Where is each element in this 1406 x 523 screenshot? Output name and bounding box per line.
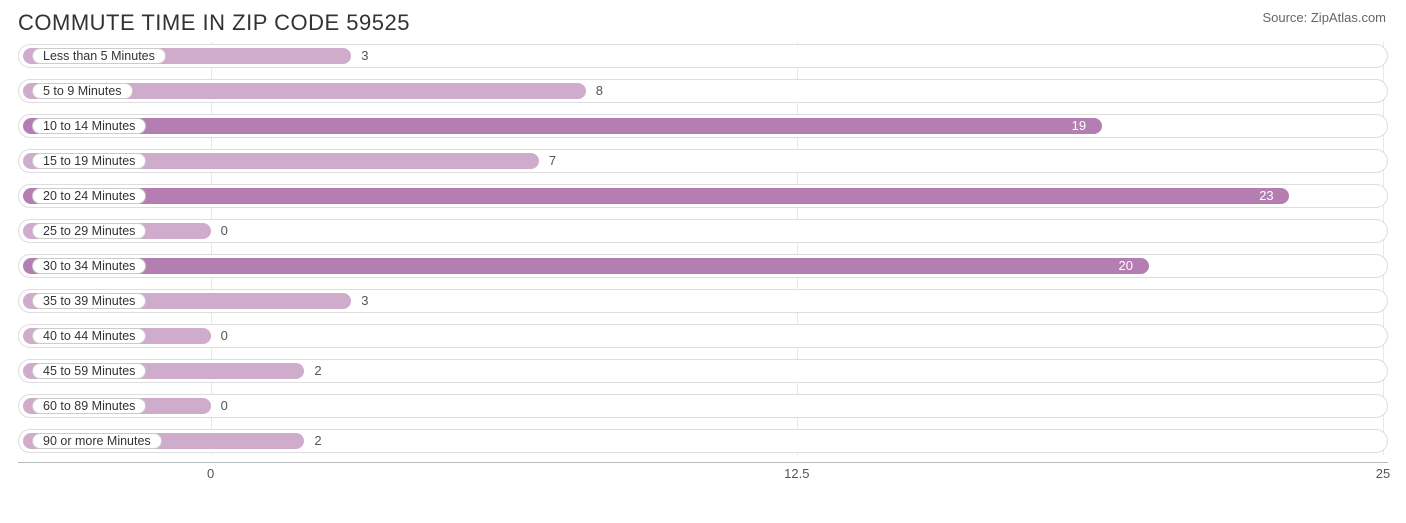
bar-row: Less than 5 Minutes 3 [18,42,1388,70]
bar-row: 5 to 9 Minutes 8 [18,77,1388,105]
category-label: Less than 5 Minutes [32,48,166,64]
bar-row: 60 to 89 Minutes 0 [18,392,1388,420]
category-label: 30 to 34 Minutes [32,258,146,274]
bar-value: 20 [1119,258,1133,274]
bar-value: 2 [314,433,321,449]
x-tick-label: 12.5 [784,466,809,481]
bar-value: 19 [1072,118,1086,134]
category-label: 45 to 59 Minutes [32,363,146,379]
category-label: 40 to 44 Minutes [32,328,146,344]
bar-value: 7 [549,153,556,169]
bar-row: 40 to 44 Minutes 0 [18,322,1388,350]
x-tick-label: 25 [1376,466,1390,481]
bar-value: 2 [314,363,321,379]
bar-row: 35 to 39 Minutes 3 [18,287,1388,315]
bar-value: 3 [361,293,368,309]
bar-row: 25 to 29 Minutes 0 [18,217,1388,245]
bar-fill [23,118,1102,134]
chart-header: COMMUTE TIME IN ZIP CODE 59525 Source: Z… [0,0,1406,42]
bar-row: 10 to 14 Minutes 19 [18,112,1388,140]
x-axis: 0 12.5 25 [18,462,1388,484]
bar-value: 23 [1259,188,1273,204]
bar-value: 8 [596,83,603,99]
category-label: 60 to 89 Minutes [32,398,146,414]
bar-fill [23,188,1289,204]
bar-row: 45 to 59 Minutes 2 [18,357,1388,385]
bar-value: 0 [221,328,228,344]
bar-row: 90 or more Minutes 2 [18,427,1388,455]
bar-value: 0 [221,223,228,239]
bar-row: 15 to 19 Minutes 7 [18,147,1388,175]
category-label: 35 to 39 Minutes [32,293,146,309]
bar-value: 3 [361,48,368,64]
category-label: 90 or more Minutes [32,433,162,449]
category-label: 15 to 19 Minutes [32,153,146,169]
bar-fill [23,258,1149,274]
category-label: 25 to 29 Minutes [32,223,146,239]
bar-row: 30 to 34 Minutes 20 [18,252,1388,280]
category-label: 5 to 9 Minutes [32,83,133,99]
bar-row: 20 to 24 Minutes 23 [18,182,1388,210]
chart-title: COMMUTE TIME IN ZIP CODE 59525 [18,10,410,36]
category-label: 10 to 14 Minutes [32,118,146,134]
category-label: 20 to 24 Minutes [32,188,146,204]
bars-container: Less than 5 Minutes 3 5 to 9 Minutes 8 10 to… [18,42,1388,455]
x-tick-label: 0 [207,466,214,481]
chart-source: Source: ZipAtlas.com [1262,10,1386,25]
chart-area: Less than 5 Minutes 3 5 to 9 Minutes 8 10 to… [0,42,1406,455]
bar-value: 0 [221,398,228,414]
